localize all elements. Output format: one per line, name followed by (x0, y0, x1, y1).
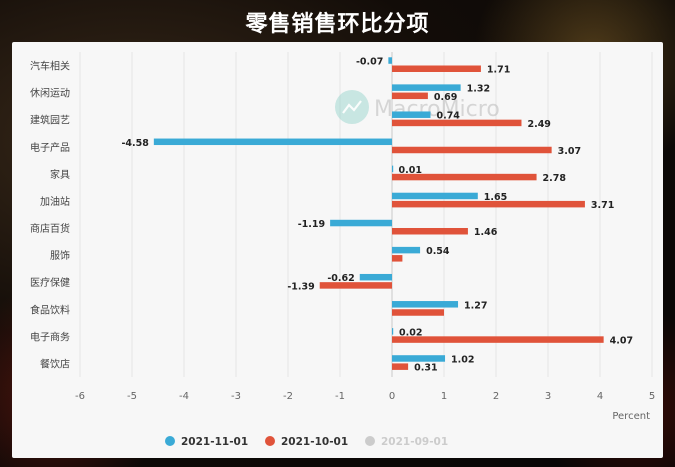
category-label: 休闲运动 (30, 87, 70, 100)
bar-nov[interactable] (359, 273, 392, 281)
bar-nov[interactable] (392, 111, 431, 118)
data-label: 3.71 (591, 200, 614, 211)
bar-nov[interactable] (392, 192, 478, 200)
data-label: 0.54 (426, 246, 450, 257)
data-label: 4.07 (610, 336, 633, 347)
bar-nov[interactable] (392, 328, 394, 335)
bar-oct[interactable] (392, 146, 552, 154)
x-tick-label: -1 (335, 391, 345, 402)
category-label: 电子商务 (30, 330, 70, 343)
bar-oct[interactable] (392, 200, 585, 208)
category-label: 商店百货 (30, 222, 70, 235)
bar-nov[interactable] (392, 84, 461, 91)
bar-oct[interactable] (319, 282, 392, 289)
x-tick-label: -6 (75, 391, 85, 402)
data-label: 0.31 (414, 363, 437, 374)
data-label: 1.32 (467, 84, 490, 95)
bar-nov[interactable] (392, 355, 446, 362)
data-label: 3.07 (558, 146, 581, 157)
category-label: 汽车相关 (30, 60, 70, 73)
bar-nov[interactable] (388, 57, 392, 64)
x-tick-label: 1 (441, 391, 447, 402)
data-label: -0.07 (356, 57, 383, 68)
legend-label-0: 2021-11-01 (181, 436, 248, 448)
category-label: 家具 (50, 168, 70, 181)
category-label: 电子产品 (30, 141, 70, 154)
data-label: -1.39 (287, 281, 314, 292)
bar-nov[interactable] (392, 246, 421, 254)
bar-oct[interactable] (392, 309, 444, 316)
bar-oct[interactable] (392, 65, 481, 72)
x-tick-label: 2 (493, 391, 499, 402)
x-axis-title: Percent (612, 411, 650, 422)
data-label: 1.46 (474, 227, 498, 238)
x-tick-label: -4 (179, 391, 189, 402)
x-tick-label: -2 (283, 391, 293, 402)
data-label: -1.19 (298, 219, 325, 230)
category-label: 医疗保健 (30, 276, 70, 289)
bar-oct[interactable] (392, 173, 537, 181)
data-label: 0.02 (399, 327, 422, 338)
category-label: 建筑园艺 (30, 114, 70, 127)
category-label: 食品饮料 (30, 303, 70, 316)
bar-oct[interactable] (392, 227, 468, 235)
legend-label-1: 2021-10-01 (281, 436, 348, 448)
data-label: 2.49 (527, 119, 550, 130)
data-label: -0.62 (327, 273, 354, 284)
data-label: 0.01 (399, 165, 422, 176)
x-tick-label: -5 (127, 391, 137, 402)
legend-marker-1[interactable] (265, 436, 275, 446)
bar-nov[interactable] (392, 301, 459, 308)
bar-oct[interactable] (392, 92, 428, 100)
data-label: 1.27 (464, 300, 487, 311)
legend-marker-2[interactable] (365, 436, 375, 446)
x-tick-label: 5 (649, 391, 655, 402)
bar-nov[interactable] (330, 219, 392, 227)
chart-title: 零售销售环比分项 (245, 12, 430, 37)
x-tick-label: 3 (545, 391, 551, 402)
bar-nov[interactable] (392, 165, 394, 173)
watermark-chart-icon (342, 100, 362, 114)
x-tick-label: 0 (389, 391, 395, 402)
legend-label-2: 2021-09-01 (381, 436, 448, 448)
bar-nov[interactable] (153, 138, 392, 146)
legend-marker-0[interactable] (165, 436, 175, 446)
category-label: 餐饮店 (40, 357, 70, 370)
data-label: 1.02 (451, 354, 474, 365)
bar-oct[interactable] (392, 336, 604, 343)
x-tick-label: 4 (597, 391, 603, 402)
data-label: 0.69 (434, 92, 457, 103)
bar-oct[interactable] (392, 119, 522, 127)
data-label: 1.65 (484, 192, 507, 203)
category-label: 加油站 (40, 195, 70, 208)
category-label: 服饰 (50, 249, 70, 262)
data-label: 2.78 (543, 173, 567, 184)
x-tick-label: -3 (231, 391, 241, 402)
data-label: 0.74 (436, 111, 460, 122)
bar-oct[interactable] (392, 363, 409, 370)
chart-panel: -6 -5 -4 -3 -2 -1 0 1 2 3 4 5 MacroMicro 汽车相关 -0.07 1.7… (12, 42, 663, 458)
data-label: -4.58 (121, 138, 149, 149)
data-label: 1.71 (487, 65, 510, 76)
bar-oct[interactable] (392, 255, 403, 262)
